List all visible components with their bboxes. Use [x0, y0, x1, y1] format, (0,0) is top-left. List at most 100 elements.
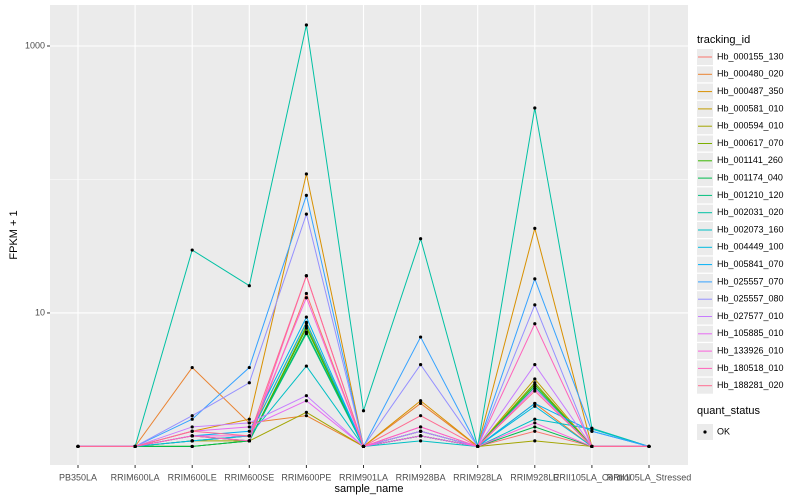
data-point — [533, 363, 537, 367]
legend-label: Hb_000581_010 — [717, 103, 784, 113]
data-point — [133, 444, 137, 449]
legend-label: Hb_001174_040 — [717, 172, 783, 182]
data-point — [247, 439, 251, 443]
x-tick-label: RRII105LA_Stressed — [607, 472, 692, 482]
data-point — [304, 315, 308, 319]
legend-label: Hb_000487_350 — [717, 86, 784, 96]
data-point — [533, 404, 537, 408]
data-point — [76, 444, 80, 449]
data-point — [190, 417, 194, 421]
data-point — [304, 332, 308, 336]
data-point — [419, 335, 423, 339]
data-point — [247, 425, 251, 429]
data-point — [419, 363, 423, 367]
data-point — [533, 322, 537, 326]
legend-point — [703, 430, 707, 434]
x-axis-title: sample_name — [334, 483, 403, 495]
data-point — [247, 284, 251, 288]
legend-label: Hb_002031_020 — [717, 207, 784, 217]
data-point — [304, 23, 308, 27]
data-point — [533, 303, 537, 307]
data-point — [304, 414, 308, 418]
x-tick-label: RRIM901LA — [339, 472, 388, 482]
x-tick-label: RRIM600PE — [281, 472, 331, 482]
data-point — [190, 439, 194, 443]
data-point — [533, 439, 537, 443]
y-tick-label: 1000 — [25, 40, 45, 50]
x-tick-label: PB350LA — [59, 472, 97, 482]
legend-label: Hb_000594_010 — [717, 121, 784, 131]
legend-label: Hb_004449_100 — [717, 242, 784, 252]
legend-label: Hb_027577_010 — [717, 311, 784, 321]
legend-title: tracking_id — [697, 34, 750, 46]
x-tick-label: RRIM600LA — [111, 472, 160, 482]
data-point — [361, 409, 366, 413]
data-point — [247, 365, 251, 370]
data-point — [190, 365, 194, 370]
data-point — [247, 421, 251, 425]
legend-label: Hb_001210_120 — [717, 190, 784, 200]
legend-label: Hb_000155_130 — [717, 51, 784, 61]
x-tick-label: RRIM600LE — [168, 472, 217, 482]
data-point — [590, 444, 594, 449]
legend-label: Hb_025557_080 — [717, 294, 784, 304]
x-tick-label: RRIM928LE — [510, 472, 559, 482]
data-point — [590, 429, 594, 433]
data-point — [304, 326, 308, 330]
legend-label: OK — [717, 426, 730, 436]
y-axis-title: FPKM + 1 — [8, 210, 20, 259]
data-point — [419, 399, 423, 403]
data-point — [304, 410, 308, 414]
data-point — [190, 444, 194, 449]
legend-label: Hb_001141_260 — [717, 155, 783, 165]
x-tick-label: RRIM600SE — [224, 472, 274, 482]
x-tick-label: RRII105LA_Control — [553, 472, 631, 482]
data-point — [419, 434, 423, 438]
data-point — [304, 321, 308, 325]
data-point — [304, 296, 308, 300]
data-point — [533, 226, 537, 230]
data-point — [647, 444, 651, 449]
y-tick-label: 10 — [35, 307, 45, 317]
data-point — [190, 429, 194, 433]
data-point — [533, 429, 537, 433]
data-point — [590, 427, 594, 431]
data-point — [304, 193, 308, 197]
data-point — [247, 381, 251, 385]
data-point — [419, 429, 423, 433]
data-point — [190, 434, 194, 438]
data-point — [247, 434, 251, 438]
legend-label: Hb_180518_010 — [717, 363, 784, 373]
legend-label: Hb_002073_160 — [717, 224, 784, 234]
data-point — [361, 444, 366, 449]
legend-label: Hb_005841_070 — [717, 259, 784, 269]
legend-label: Hb_133926_010 — [717, 345, 784, 355]
data-point — [419, 439, 423, 443]
data-point — [419, 401, 423, 406]
legend-label: Hb_105885_010 — [717, 328, 784, 338]
data-point — [190, 248, 194, 252]
data-point — [533, 377, 537, 381]
data-point — [304, 274, 308, 278]
data-point — [476, 444, 480, 449]
data-point — [304, 172, 308, 176]
data-point — [304, 394, 308, 398]
data-point — [419, 425, 423, 429]
data-point — [419, 414, 423, 418]
data-point — [419, 237, 423, 241]
data-point — [533, 425, 537, 429]
legend-label: Hb_000480_020 — [717, 69, 784, 79]
legend-label: Hb_188281_020 — [717, 380, 784, 390]
data-point — [304, 324, 308, 328]
data-point — [533, 277, 537, 281]
data-point — [533, 389, 537, 393]
data-point — [190, 414, 194, 418]
data-point — [533, 106, 537, 110]
data-point — [533, 401, 537, 406]
legend-label: Hb_025557_070 — [717, 276, 784, 286]
data-point — [533, 417, 537, 421]
data-point — [190, 425, 194, 429]
legend-label: Hb_000617_070 — [717, 138, 784, 148]
data-point — [304, 399, 308, 403]
